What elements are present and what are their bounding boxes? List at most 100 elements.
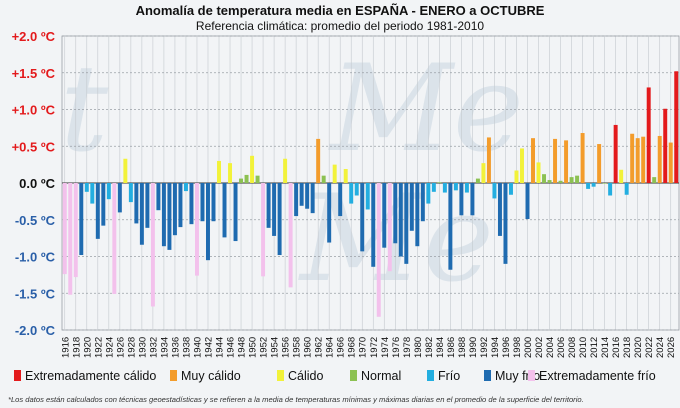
- bar: [376, 183, 381, 317]
- x-tick-label: 1974: [380, 337, 391, 358]
- bar: [167, 183, 172, 250]
- bar: [222, 183, 227, 238]
- bar: [635, 138, 640, 183]
- bar: [409, 183, 414, 231]
- x-tick-label: 1956: [281, 337, 292, 358]
- bar: [608, 183, 613, 196]
- bar: [404, 183, 409, 264]
- legend-swatch: [484, 370, 491, 381]
- x-tick-label: 2008: [567, 337, 578, 358]
- bar: [514, 170, 519, 183]
- x-tick-label: 1958: [292, 337, 303, 358]
- legend-swatch: [350, 370, 357, 381]
- y-axis: +2.0 ºC +1.5 ºC +1.0 ºC +0.5 ºC 0.0 ºC -0.5 º…: [12, 29, 56, 338]
- bar: [508, 183, 513, 195]
- legend: Extremadamente cálido Muy cálido Cálido Nor…: [14, 369, 656, 383]
- x-tick-label: 2014: [600, 337, 611, 358]
- bar: [150, 183, 155, 307]
- bar: [602, 183, 607, 184]
- x-tick-label: 2020: [633, 337, 644, 358]
- x-tick-label: 1920: [82, 337, 93, 358]
- x-tick-label: 1966: [336, 337, 347, 358]
- x-tick-label: 1954: [270, 337, 281, 358]
- x-tick-label: 2018: [622, 337, 633, 358]
- bar: [420, 183, 425, 222]
- bar: [332, 164, 337, 183]
- y-tick-label: +1.5 ºC: [12, 66, 56, 81]
- bar: [354, 183, 359, 196]
- x-tick-label: 1942: [203, 337, 214, 358]
- bar: [486, 137, 491, 183]
- bar: [437, 182, 442, 183]
- x-tick-label: 1976: [391, 337, 402, 358]
- x-tick-label: 1918: [71, 337, 82, 358]
- legend-label: Muy cálido: [181, 369, 241, 383]
- bar: [233, 183, 238, 242]
- bar: [266, 183, 271, 228]
- x-tick-label: 1990: [468, 337, 479, 358]
- bar: [553, 138, 558, 183]
- x-tick-label: 1978: [402, 337, 413, 358]
- y-tick-label: +1.0 ºC: [12, 103, 56, 118]
- x-tick-label: 2024: [655, 337, 666, 358]
- x-tick-label: 1960: [303, 337, 314, 358]
- bar: [217, 160, 221, 183]
- bar: [663, 108, 668, 183]
- bar: [492, 183, 497, 199]
- bar: [586, 183, 591, 189]
- legend-label: Normal: [361, 369, 401, 383]
- bar: [525, 183, 530, 220]
- bar: [365, 183, 370, 210]
- legend-swatch: [14, 370, 21, 381]
- x-tick-label: 1996: [501, 337, 512, 358]
- x-tick-label: 1950: [248, 337, 259, 358]
- x-tick-label: 1934: [159, 337, 170, 358]
- x-tick-label: 1930: [137, 337, 148, 358]
- bar: [183, 183, 188, 192]
- bar: [206, 183, 210, 261]
- y-tick-label: 0.0 ºC: [19, 176, 55, 191]
- bar: [580, 133, 585, 183]
- x-tick-label: 1932: [148, 337, 159, 358]
- bar: [134, 183, 139, 224]
- bar: [299, 183, 304, 206]
- bar: [531, 138, 535, 183]
- bar: [228, 163, 233, 183]
- bar: [597, 144, 602, 183]
- x-tick-label: 1926: [115, 337, 126, 358]
- legend-label: Extremadamente cálido: [25, 369, 156, 383]
- x-tick-label: 1980: [413, 337, 424, 358]
- bar: [564, 140, 569, 183]
- bar: [244, 174, 249, 183]
- x-tick-label: 1952: [259, 337, 270, 358]
- footnote: *Los datos están calculados con técnicas…: [8, 395, 584, 404]
- bar: [619, 169, 624, 183]
- x-tick-label: 1964: [325, 337, 336, 358]
- x-tick-label: 2004: [545, 337, 556, 358]
- bar: [382, 183, 387, 248]
- bar: [128, 183, 133, 203]
- bar: [62, 183, 67, 275]
- bar: [189, 183, 194, 225]
- x-tick-label: 1936: [170, 337, 181, 358]
- bar: [239, 178, 244, 183]
- bar: [398, 183, 403, 257]
- y-tick-label: -2.0 ºC: [15, 323, 56, 338]
- x-tick-label: 1922: [93, 337, 104, 358]
- x-tick-label: 1962: [314, 337, 325, 358]
- bar: [442, 183, 447, 193]
- bar: [657, 135, 662, 183]
- y-tick-label: +0.5 ºC: [12, 139, 56, 154]
- bar: [343, 169, 348, 183]
- legend-label: Extremadamente frío: [539, 369, 656, 383]
- bar: [371, 183, 376, 267]
- bar: [338, 183, 343, 217]
- x-tick-label: 1998: [512, 337, 523, 358]
- x-tick-label: 1984: [435, 337, 446, 358]
- bar: [591, 183, 596, 187]
- bar: [481, 163, 486, 183]
- bar: [288, 183, 293, 288]
- x-tick-label: 1970: [358, 337, 369, 358]
- bar: [575, 175, 580, 183]
- legend-swatch: [528, 370, 535, 381]
